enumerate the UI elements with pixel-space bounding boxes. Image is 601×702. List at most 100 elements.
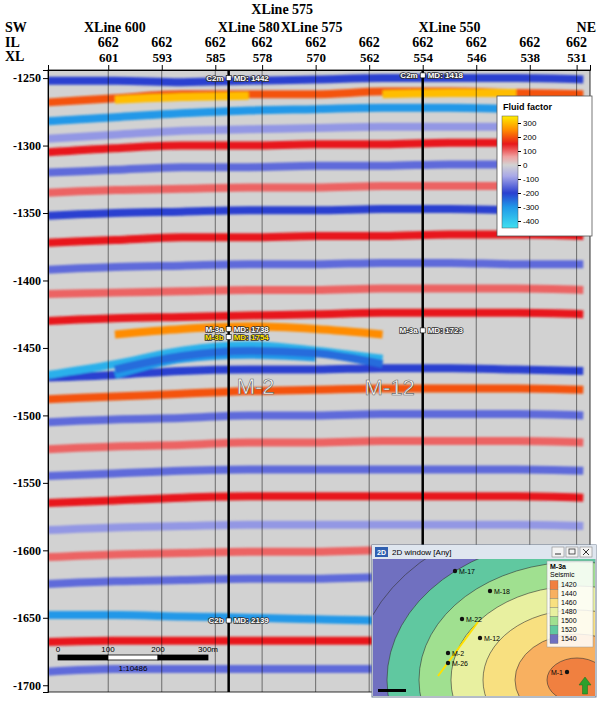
scale-bar-label: 100 xyxy=(101,645,115,654)
colorbar-tick-mark xyxy=(518,137,521,138)
x-tick: 546 xyxy=(467,50,487,70)
well-path xyxy=(227,70,230,692)
x-tick-mark xyxy=(162,65,163,70)
colorbar-tick: 100 xyxy=(518,147,537,156)
well-marker xyxy=(420,328,425,333)
marker-md: MD: 1442 xyxy=(234,74,270,83)
x-tick-label: 578 xyxy=(253,50,273,65)
colorbar-tick: -300 xyxy=(518,203,540,212)
x-tick-mark xyxy=(577,65,578,70)
colorbar-box xyxy=(497,96,592,236)
inset-well-label: M-12 xyxy=(484,635,500,642)
inset-well-label: M-18 xyxy=(494,588,510,595)
inset-legend-swatch xyxy=(550,581,558,590)
trace-line xyxy=(315,70,316,692)
y-tick-label: -1600 xyxy=(13,544,41,558)
x-tick-label: 593 xyxy=(153,50,173,65)
marker-md: MD: 1754 xyxy=(234,333,270,342)
x-tick-label: 570 xyxy=(306,50,326,65)
inset-titlebar xyxy=(372,545,596,559)
xline-label: XLine 600 xyxy=(84,20,146,35)
colorbar-tick: -200 xyxy=(518,189,540,198)
marker-name: C2m xyxy=(206,74,223,83)
inset-legend-swatch xyxy=(550,608,558,617)
colorbar-tick-mark xyxy=(518,179,521,180)
scale-bar: 0100200300m1:10486 xyxy=(56,645,219,673)
inset-button-glyph xyxy=(569,549,575,554)
y-tick: -1500 xyxy=(13,409,48,423)
y-tick-label: -1650 xyxy=(13,611,41,625)
x-tick: 578 xyxy=(253,50,273,70)
inset-well-label: M-2 xyxy=(452,650,464,657)
inset-window: 2D2D window [Any]M-17M-18M-22M-12M-2M-26… xyxy=(355,514,601,702)
well-marker xyxy=(226,335,231,340)
inset-legend-label: 1520 xyxy=(561,626,577,633)
y-tick-mark xyxy=(43,483,48,484)
xline-label: XLine 575 xyxy=(251,2,313,17)
x-tick-mark xyxy=(262,65,263,70)
marker-name: M-3b xyxy=(205,333,224,342)
well-marker xyxy=(226,618,231,623)
y-tick-mark xyxy=(43,213,48,214)
x-tick-mark xyxy=(530,65,531,70)
trace-line xyxy=(108,70,109,692)
inset-icon xyxy=(375,547,388,557)
xline-label: XLine 550 xyxy=(419,20,481,35)
marker-md: MD: 2139 xyxy=(234,616,270,625)
y-tick-label: -1350 xyxy=(13,206,41,220)
inset-button xyxy=(552,547,564,557)
inset-legend-title: M-3a xyxy=(550,563,566,570)
colorbar-tick: -400 xyxy=(518,217,540,226)
inset-legend-label: 1420 xyxy=(561,581,577,588)
y-axis: -1250-1300-1350-1400-1450-1500-1550-1600… xyxy=(13,71,49,693)
il-row-label: IL xyxy=(5,35,20,50)
colorbar-tick: 200 xyxy=(518,133,537,142)
scale-bar-label: 200 xyxy=(151,645,165,654)
inset-legend-swatch xyxy=(550,617,558,626)
marker-name: C2m xyxy=(400,71,417,80)
y-tick-label: -1700 xyxy=(13,679,41,693)
colorbar-tick-label: 200 xyxy=(523,133,537,142)
inset-button-glyph xyxy=(583,549,589,555)
chart: -1250-1300-1350-1400-1450-1500-1550-1600… xyxy=(0,0,601,702)
colorbar-tick-mark xyxy=(518,221,521,222)
well-name: M-2 xyxy=(237,374,275,399)
horizon xyxy=(115,351,383,370)
y-tick-label: -1400 xyxy=(13,274,41,288)
x-tick-label: 538 xyxy=(521,50,541,65)
header-left: SW xyxy=(5,20,27,35)
x-tick-mark xyxy=(423,65,424,70)
colorbar-tick-label: -400 xyxy=(523,217,540,226)
y-tick: -1400 xyxy=(13,274,48,288)
colorbar-axis: 3002001000-100-200-300-400 xyxy=(518,119,540,226)
y-tick-mark xyxy=(43,280,48,281)
il-value: 662 xyxy=(151,35,172,50)
inset-well-label: M-26 xyxy=(452,660,468,667)
il-value: 662 xyxy=(305,35,326,50)
marker-md: MD: 1418 xyxy=(428,71,464,80)
x-tick-label: 601 xyxy=(99,50,119,65)
y-tick: -1250 xyxy=(13,71,48,85)
colorbar-title: Fluid factor xyxy=(503,102,552,112)
x-tick-mark xyxy=(316,65,317,70)
colorbar-tick-mark xyxy=(518,123,521,124)
colorbar-ramp xyxy=(502,116,518,228)
marker-name: C2b xyxy=(209,616,224,625)
inset-well xyxy=(446,661,450,665)
inset-legend-subtitle: Seismic xyxy=(550,571,575,578)
y-tick-label: -1550 xyxy=(13,476,41,490)
scale-bar-label: 0 xyxy=(56,645,61,654)
y-tick: -1350 xyxy=(13,206,48,220)
il-value: 662 xyxy=(205,35,226,50)
x-tick-label: 546 xyxy=(467,50,487,65)
x-axis: 601593585578570562554546538531 xyxy=(49,50,591,71)
inset-legend-swatch xyxy=(550,626,558,635)
x-tick: 570 xyxy=(306,50,326,70)
well-labels: C2mMD: 1442M-3aMD: 1738M-3bMD: 1754C2bMD… xyxy=(205,71,463,625)
y-tick: -1600 xyxy=(13,544,48,558)
inset-legend-label: 1540 xyxy=(561,635,577,642)
map-contour xyxy=(419,562,595,696)
y-tick: -1550 xyxy=(13,476,48,490)
il-value: 662 xyxy=(359,35,380,50)
map-contour xyxy=(547,658,595,696)
